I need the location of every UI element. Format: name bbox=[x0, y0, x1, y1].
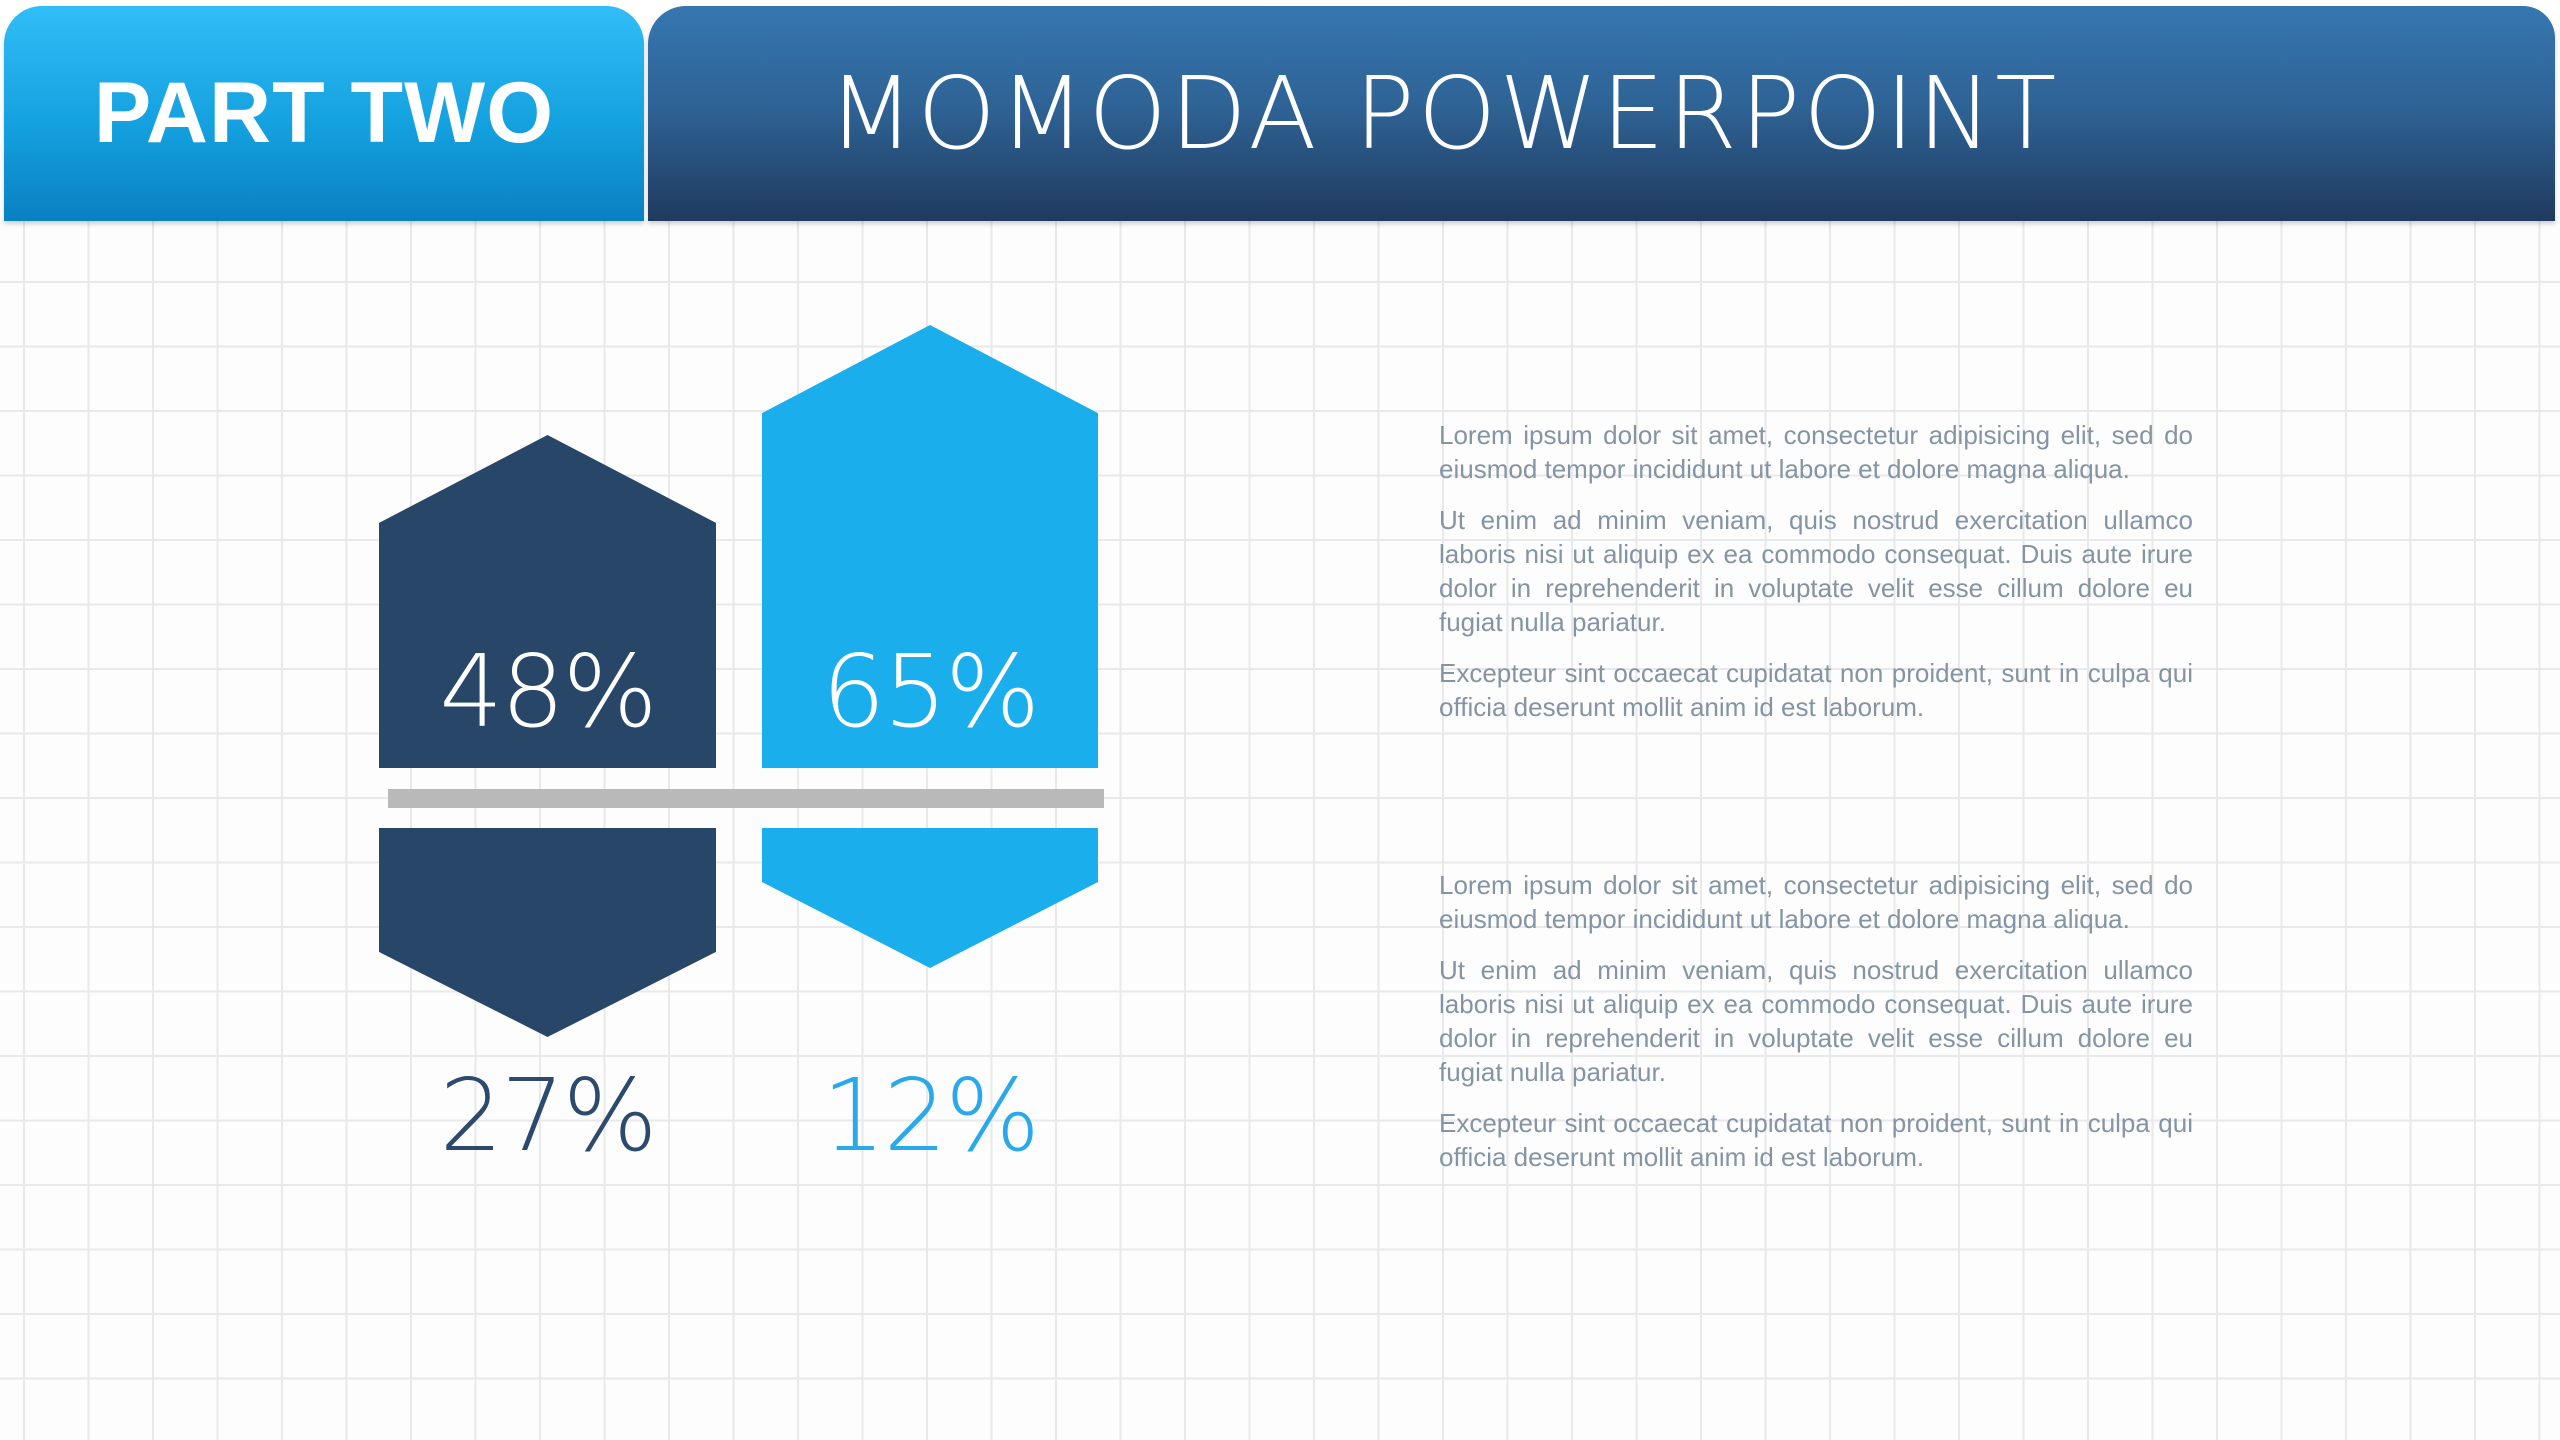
part-tab: PART TWO bbox=[4, 6, 644, 221]
value-label-navy-top: 48% bbox=[439, 633, 657, 750]
paragraph: Lorem ipsum dolor sit amet, consectetur … bbox=[1439, 420, 2193, 484]
paragraph: Excepteur sint occaecat cupidatat non pr… bbox=[1439, 1108, 2193, 1172]
value-label-navy-bottom: 27% bbox=[439, 1057, 657, 1174]
pentagon-up-skyblue: 65% bbox=[762, 325, 1098, 768]
text-block-1: Lorem ipsum dolor sit amet, consectetur … bbox=[1439, 418, 2193, 724]
divider-bar bbox=[388, 789, 1104, 808]
paragraph: Lorem ipsum dolor sit amet, consectetur … bbox=[1439, 870, 2193, 934]
part-label: PART TWO bbox=[93, 65, 555, 161]
value-label-skyblue-bottom: 12% bbox=[821, 1057, 1040, 1174]
slide-title: MOMODA POWERPOINT bbox=[828, 55, 2060, 172]
grid-background bbox=[0, 221, 2560, 1440]
title-banner: MOMODA POWERPOINT bbox=[648, 6, 2555, 221]
value-label-skyblue-top: 65% bbox=[821, 633, 1040, 750]
paragraph: Ut enim ad minim veniam, quis nostrud ex… bbox=[1439, 955, 2193, 1087]
paragraph: Excepteur sint occaecat cupidatat non pr… bbox=[1439, 658, 2193, 722]
text-block-2: Lorem ipsum dolor sit amet, consectetur … bbox=[1439, 868, 2193, 1174]
paragraph: Ut enim ad minim veniam, quis nostrud ex… bbox=[1439, 505, 2193, 637]
